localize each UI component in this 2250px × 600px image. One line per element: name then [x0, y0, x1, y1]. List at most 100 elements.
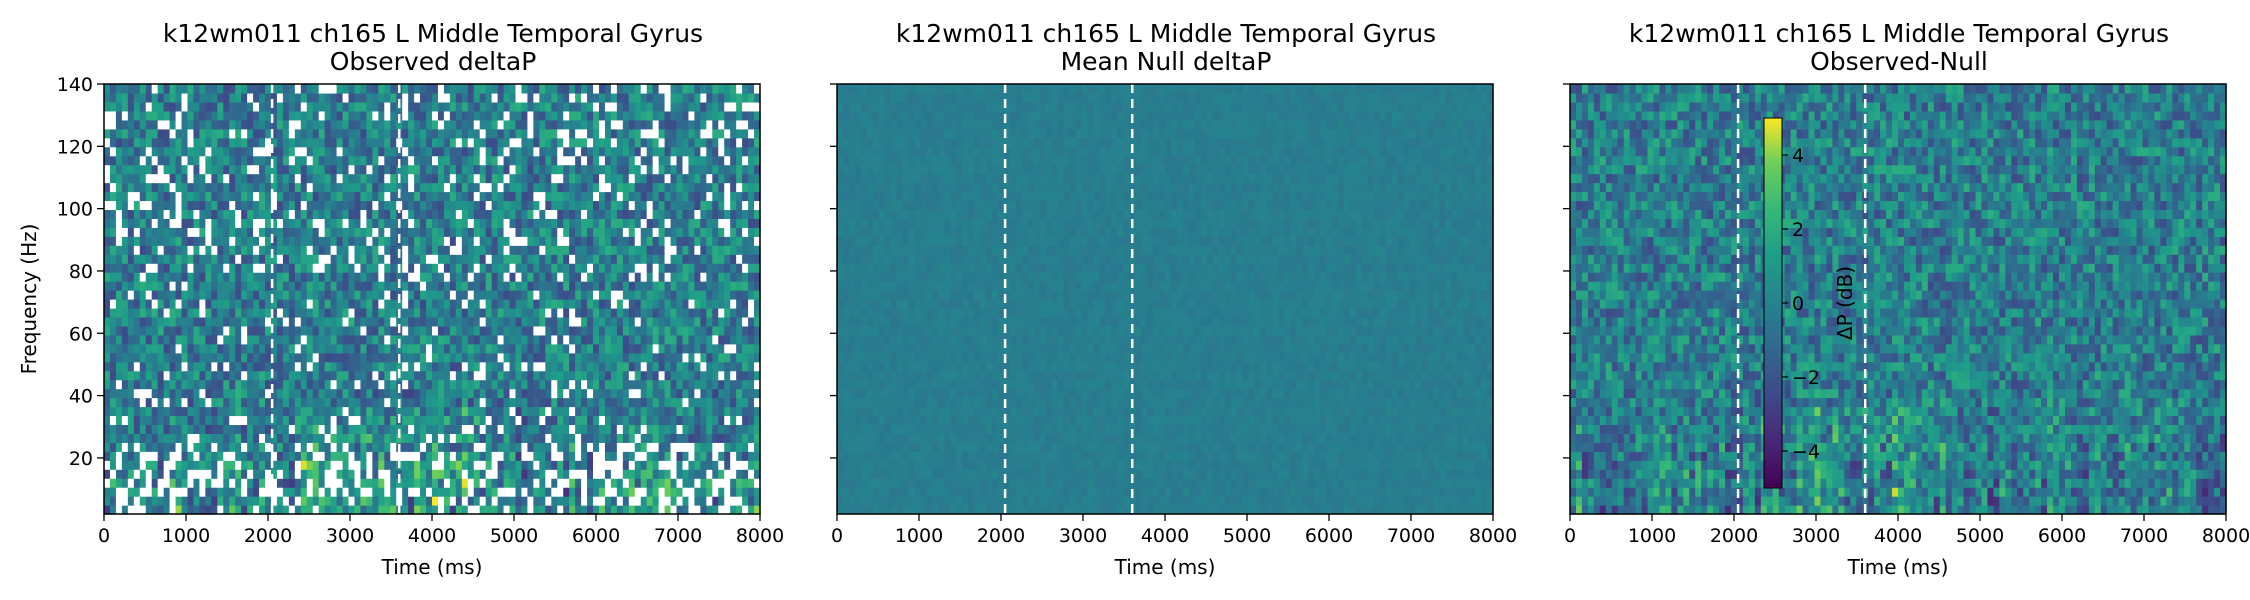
heatmap-cell: [217, 173, 224, 184]
heatmap-cell: [199, 128, 206, 139]
heatmap-cell: [348, 487, 356, 497]
heatmap-cell: [181, 155, 189, 166]
heatmap-cell: [545, 469, 552, 479]
heatmap-cell: [700, 397, 707, 408]
heatmap-cell: [223, 128, 230, 139]
heatmap-cell: [700, 299, 707, 309]
heatmap-cell: [646, 128, 654, 139]
heatmap-cell: [694, 236, 701, 246]
heatmap-cell: [306, 451, 314, 461]
heatmap-cell: [754, 496, 761, 506]
heatmap-cell: [223, 200, 230, 211]
heatmap-cell: [378, 137, 385, 148]
heatmap-cell: [551, 155, 558, 166]
heatmap-cell: [360, 290, 367, 300]
heatmap-cell: [670, 487, 678, 497]
heatmap-cell: [598, 119, 606, 130]
heatmap-cell: [658, 397, 666, 408]
heatmap-cell: [533, 182, 540, 193]
heatmap-cell: [694, 164, 701, 175]
heatmap-cell: [640, 361, 648, 372]
heatmap-cell: [193, 370, 201, 381]
heatmap-cell: [348, 343, 356, 354]
heatmap-cell: [652, 227, 660, 237]
heatmap-cell: [318, 164, 326, 175]
heatmap-cell: [485, 299, 493, 309]
heatmap-cell: [652, 316, 660, 327]
heatmap-cell: [521, 173, 529, 184]
heatmap-cell: [479, 137, 487, 148]
heatmap-cell: [515, 110, 523, 121]
heatmap-cell: [181, 442, 189, 452]
heatmap-cell: [557, 442, 564, 452]
heatmap-cell: [121, 505, 129, 515]
heatmap-cell: [622, 388, 630, 399]
heatmap-cell: [175, 397, 183, 408]
heatmap-cell: [616, 487, 624, 497]
heatmap-cell: [527, 316, 534, 327]
heatmap-cell: [121, 487, 129, 497]
heatmap-cell: [455, 272, 463, 282]
heatmap-cell: [229, 173, 236, 184]
heatmap-cell: [318, 361, 326, 372]
heatmap-cell: [163, 101, 171, 112]
heatmap-cell: [306, 146, 314, 157]
heatmap-cell: [640, 424, 648, 434]
heatmap-cell: [676, 334, 684, 345]
heatmap-cell: [527, 227, 534, 237]
heatmap-cell: [575, 433, 582, 443]
heatmap-cell: [139, 209, 147, 219]
heatmap-cell: [420, 191, 427, 202]
heatmap-cell: [497, 182, 505, 193]
heatmap-cell: [354, 415, 362, 426]
heatmap-cell: [455, 218, 463, 228]
heatmap-cell: [366, 406, 373, 417]
heatmap-cell: [151, 415, 159, 426]
heatmap-cell: [581, 137, 588, 148]
heatmap-cell: [581, 245, 588, 255]
heatmap-cell: [265, 451, 272, 461]
heatmap-cell: [342, 218, 350, 228]
heatmap-cell: [521, 478, 529, 488]
heatmap-cell: [324, 388, 332, 399]
heatmap-cell: [229, 352, 236, 363]
heatmap-cell: [622, 352, 630, 363]
heatmap-cell: [491, 110, 499, 121]
heatmap-cell: [432, 272, 439, 282]
heatmap-cell: [157, 361, 165, 372]
heatmap-cell: [199, 424, 206, 434]
heatmap-cell: [455, 370, 463, 381]
heatmap-cell: [515, 137, 523, 148]
heatmap-cell: [420, 236, 427, 246]
heatmap-cell: [676, 191, 684, 202]
heatmap-cell: [139, 487, 147, 497]
heatmap-cell: [300, 307, 308, 318]
heatmap-cell: [312, 200, 320, 211]
heatmap-cell: [265, 487, 272, 497]
heatmap-cell: [205, 281, 212, 291]
heatmap-cell: [312, 254, 320, 264]
heatmap-cell: [646, 361, 654, 372]
heatmap-cell: [432, 325, 439, 336]
heatmap-cell: [634, 505, 642, 515]
heatmap-cell: [217, 343, 224, 354]
heatmap-cell: [157, 245, 165, 255]
heatmap-cell: [223, 263, 230, 273]
heatmap-cell: [324, 200, 332, 211]
heatmap-cell: [646, 182, 654, 193]
heatmap-cell: [491, 478, 499, 488]
heatmap-cell: [509, 361, 517, 372]
heatmap-cell: [598, 469, 606, 479]
heatmap-cell: [217, 209, 224, 219]
heatmap-cell: [217, 496, 224, 506]
heatmap-cell: [521, 469, 529, 479]
heatmap-cell: [235, 352, 242, 363]
heatmap-cell: [437, 325, 445, 336]
heatmap-cell: [241, 361, 248, 372]
heatmap-cell: [187, 119, 195, 130]
heatmap-cell: [694, 128, 701, 139]
heatmap-cell: [151, 119, 159, 130]
heatmap-cell: [175, 325, 183, 336]
heatmap-cell: [718, 352, 725, 363]
heatmap-cell: [265, 182, 272, 193]
